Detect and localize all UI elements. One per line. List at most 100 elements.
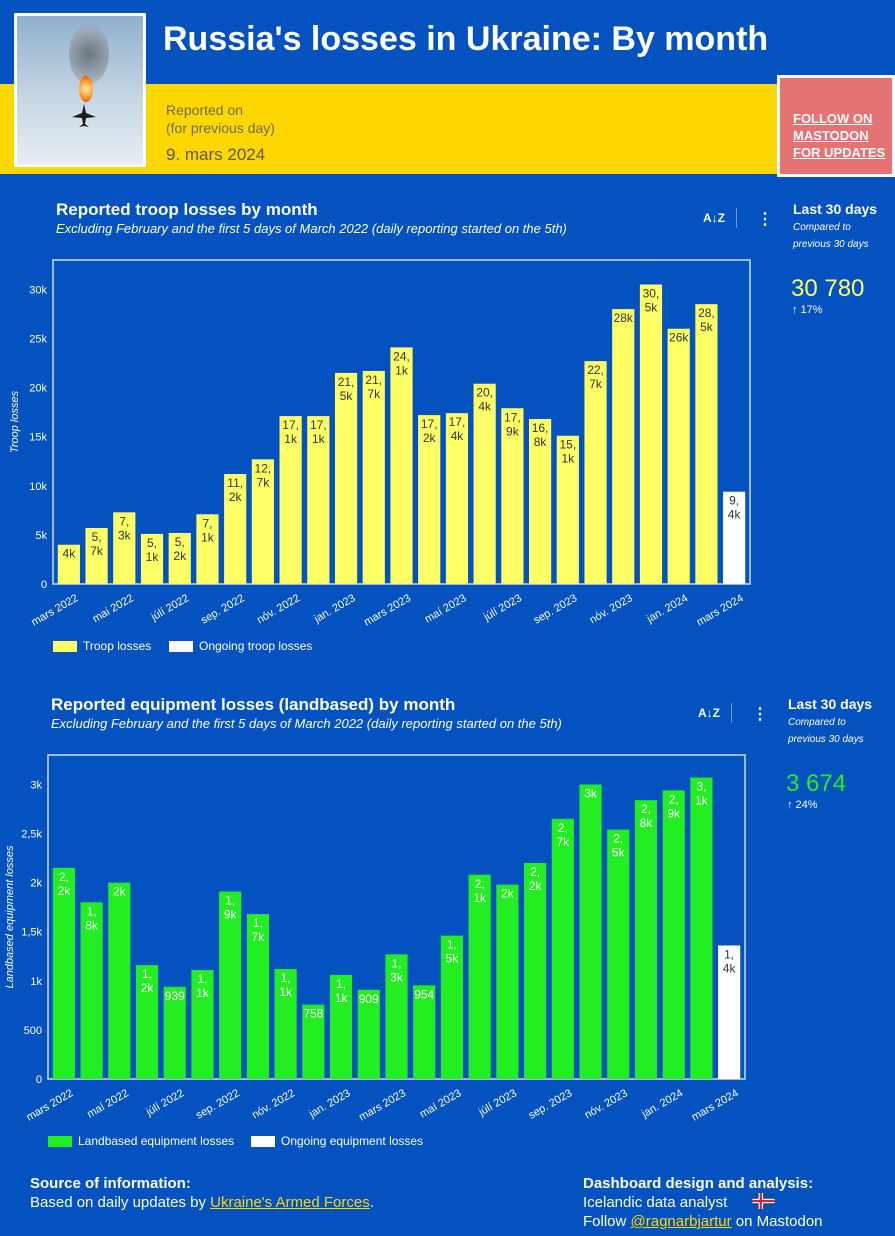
bar-value-label: 5k bbox=[700, 320, 714, 334]
bar-value-label: 2k bbox=[423, 431, 437, 445]
bar-value-label: 21, bbox=[365, 373, 382, 387]
troop-menu-icon[interactable]: ⋮ bbox=[757, 211, 773, 228]
bar-value-label: 3k bbox=[118, 528, 132, 542]
bar bbox=[607, 829, 630, 1079]
bar-value-label: 1k bbox=[146, 550, 160, 564]
follow-mastodon-button[interactable]: FOLLOW ON MASTODON FOR UPDATES bbox=[777, 75, 895, 177]
troop-sort-icon[interactable]: A↓Z bbox=[703, 211, 725, 225]
bar-value-label: 2k bbox=[529, 879, 543, 893]
bar-value-label: 22, bbox=[587, 363, 604, 377]
x-tick-label: mai 2022 bbox=[91, 592, 136, 625]
bar bbox=[662, 790, 685, 1079]
bar-value-label: 5, bbox=[147, 536, 157, 550]
bar bbox=[85, 528, 108, 584]
x-tick-label: mars 2024 bbox=[695, 592, 746, 628]
bar-value-label: 15, bbox=[559, 438, 576, 452]
bar-value-label: 2, bbox=[475, 877, 485, 891]
bar-value-label: 28k bbox=[614, 311, 634, 325]
bar-value-label: 7k bbox=[252, 930, 266, 944]
bar-value-label: 1, bbox=[447, 938, 457, 952]
bar bbox=[418, 415, 441, 584]
follow-mastodon-link[interactable]: FOLLOW ON MASTODON FOR UPDATES bbox=[793, 110, 885, 161]
bar bbox=[219, 891, 242, 1079]
bar-value-label: 7k bbox=[556, 835, 570, 849]
bar-value-label: 5k bbox=[446, 952, 460, 966]
follow-line-1: FOLLOW ON bbox=[793, 111, 873, 126]
equip-legend-swatch bbox=[48, 1136, 72, 1147]
y-tick-label: 5k bbox=[35, 530, 47, 542]
x-tick-label: sep. 2023 bbox=[531, 592, 579, 627]
troop-ongoing-legend-swatch bbox=[169, 641, 193, 652]
y-tick-label: 0 bbox=[41, 579, 47, 591]
bar bbox=[667, 328, 690, 584]
bar-value-label: 7k bbox=[589, 377, 603, 391]
y-tick-label: 20k bbox=[29, 383, 47, 395]
equip-menu-icon[interactable]: ⋮ bbox=[752, 706, 768, 723]
bar-value-label: 1, bbox=[391, 956, 401, 970]
iceland-flag-icon bbox=[752, 1193, 775, 1209]
design-line-1: Icelandic data analyst bbox=[583, 1194, 728, 1211]
x-tick-label: mars 2023 bbox=[362, 592, 413, 628]
bar-value-label: 3k bbox=[390, 970, 404, 984]
bar-value-label: 1, bbox=[253, 916, 263, 930]
bar bbox=[612, 309, 635, 584]
follow-line-3: FOR UPDATES bbox=[793, 145, 886, 160]
troop-chart-title: Reported troop losses by month bbox=[56, 200, 318, 219]
troop-kpi-value: 30 780 bbox=[791, 275, 865, 302]
bar-value-label: 2, bbox=[59, 870, 69, 884]
bar-value-label: 1, bbox=[336, 977, 346, 991]
source-text-suffix: . bbox=[369, 1194, 374, 1211]
design-line-2-prefix: Follow bbox=[583, 1213, 631, 1230]
header-band bbox=[0, 0, 895, 84]
design-heading: Dashboard design and analysis: bbox=[583, 1175, 814, 1192]
bar bbox=[196, 514, 219, 584]
bar bbox=[579, 784, 602, 1079]
troop-kpi-label: Last 30 days bbox=[793, 201, 878, 217]
troop-chart-subtitle: Excluding February and the first 5 days … bbox=[56, 221, 567, 236]
bar-value-label: 758 bbox=[303, 1007, 323, 1021]
bar-value-label: 1, bbox=[87, 904, 97, 918]
bar bbox=[334, 372, 358, 584]
bar-value-label: 1k bbox=[196, 986, 210, 1000]
bar-value-label: 17, bbox=[282, 418, 299, 432]
x-tick-label: jan. 2024 bbox=[639, 1087, 685, 1121]
y-tick-label: 1k bbox=[30, 976, 42, 988]
bar-value-label: 7k bbox=[257, 475, 271, 489]
bar-value-label: 954 bbox=[414, 987, 434, 1001]
equip-legend-label: Landbased equipment losses bbox=[78, 1134, 235, 1148]
bar-value-label: 7, bbox=[202, 516, 212, 530]
bar-value-label: 2k bbox=[113, 885, 127, 899]
bar bbox=[108, 882, 131, 1079]
x-tick-label: júlí 2023 bbox=[481, 592, 524, 624]
reported-date: 9. mars 2024 bbox=[166, 145, 266, 164]
equip-sort-icon[interactable]: A↓Z bbox=[698, 706, 720, 720]
bar bbox=[718, 945, 741, 1079]
y-tick-label: 30k bbox=[29, 284, 47, 296]
reported-on-line-2: (for previous day) bbox=[166, 120, 275, 136]
bar-value-label: 7k bbox=[90, 544, 104, 558]
bar bbox=[302, 1004, 325, 1079]
reported-on-line-1: Reported on bbox=[166, 102, 244, 118]
bar-value-label: 2k bbox=[229, 490, 243, 504]
bar-value-label: 1k bbox=[395, 363, 409, 377]
bar-value-label: 30, bbox=[643, 287, 660, 301]
troop-toolbar-divider bbox=[736, 208, 737, 228]
bar-value-label: 5k bbox=[645, 301, 659, 315]
y-axis-label: Landbased equipment losses bbox=[4, 845, 16, 989]
x-tick-label: jan. 2024 bbox=[644, 592, 690, 626]
bar-value-label: 2, bbox=[669, 792, 679, 806]
bar bbox=[385, 954, 408, 1079]
bar-value-label: 8k bbox=[640, 816, 654, 830]
armed-forces-link[interactable]: Ukraine's Armed Forces bbox=[210, 1194, 370, 1211]
mastodon-handle-link[interactable]: @ragnarbjartur bbox=[630, 1213, 732, 1230]
bar bbox=[224, 474, 247, 584]
bar-value-label: 5k bbox=[612, 846, 626, 860]
troop-kpi-compare-2: previous 30 days bbox=[793, 239, 869, 250]
bar-value-label: 1k bbox=[201, 530, 215, 544]
bar bbox=[413, 985, 436, 1079]
bar-value-label: 17, bbox=[421, 417, 438, 431]
bar-value-label: 1k bbox=[695, 794, 709, 808]
y-tick-label: 500 bbox=[24, 1025, 42, 1037]
bar-value-label: 24, bbox=[393, 349, 410, 363]
bar bbox=[362, 370, 385, 584]
